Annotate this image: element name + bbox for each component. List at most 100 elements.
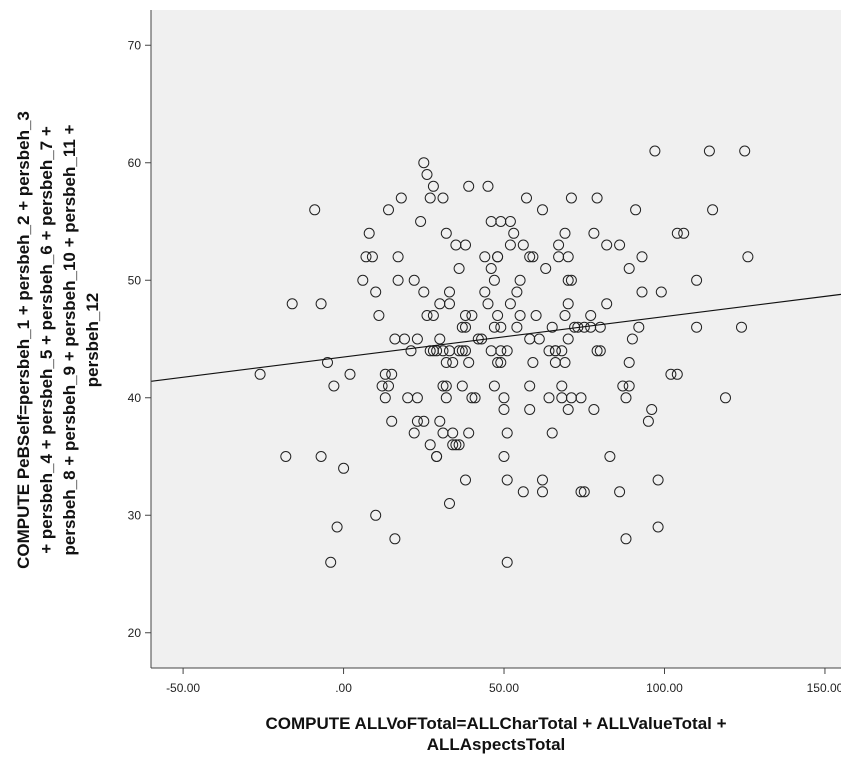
data-point [495, 345, 507, 357]
y-axis-title-line-2: + persbeh_4 + persbeh_5 + persbeh_6 + pe… [37, 126, 56, 554]
data-point [447, 439, 459, 451]
data-point [556, 380, 568, 392]
data-point [437, 380, 449, 392]
data-point [389, 533, 401, 545]
data-point [315, 451, 327, 462]
data-point [411, 392, 423, 404]
data-point [575, 392, 587, 404]
data-point [286, 298, 298, 310]
data-point [280, 451, 292, 462]
data-point [671, 227, 683, 239]
data-point [322, 357, 333, 368]
data-point [434, 333, 446, 345]
data-point [421, 169, 433, 180]
data-point [399, 333, 410, 345]
data-point [736, 321, 747, 333]
x-axis-title-line-2: ALLAspectsTotal [427, 735, 566, 754]
data-point [328, 380, 340, 392]
data-point [514, 310, 526, 321]
data-point [431, 451, 443, 462]
data-point [376, 380, 388, 392]
data-point [636, 251, 648, 263]
data-point [575, 486, 587, 498]
data-point [691, 321, 703, 333]
data-point [315, 298, 327, 310]
data-point [498, 392, 510, 404]
data-point [623, 263, 635, 274]
data-point [440, 392, 452, 404]
data-point [325, 556, 337, 568]
data-point [357, 274, 369, 286]
data-point [370, 286, 382, 298]
data-point [344, 368, 356, 380]
x-tick-label: -50.00 [166, 681, 200, 695]
y-axis-title-line-3: persbeh_8 + persbeh_9 + persbeh_10 + per… [60, 124, 79, 555]
data-point [543, 392, 555, 404]
data-point [623, 380, 635, 392]
data-point [527, 251, 539, 263]
data-point [440, 357, 452, 368]
data-point [742, 251, 754, 263]
data-point [594, 321, 606, 333]
data-point [456, 321, 468, 333]
data-point [655, 286, 667, 298]
y-tick-label: 50 [128, 273, 142, 287]
data-point [395, 192, 407, 204]
data-point [460, 310, 471, 321]
data-point [447, 357, 459, 368]
data-point [591, 192, 603, 204]
data-point [517, 486, 529, 498]
data-point [453, 345, 465, 357]
data-point [383, 204, 394, 216]
data-point [562, 333, 574, 345]
data-point [691, 274, 703, 286]
data-point [601, 298, 613, 310]
data-point [482, 180, 494, 192]
data-point [652, 474, 664, 486]
data-point [501, 556, 513, 568]
data-point [434, 415, 446, 427]
data-point [565, 192, 577, 204]
data-point [463, 357, 475, 368]
data-point [524, 404, 536, 415]
data-point [630, 204, 642, 216]
data-point [562, 251, 574, 263]
data-point [501, 474, 513, 486]
data-point [460, 345, 471, 357]
data-point [556, 345, 568, 357]
data-point [626, 333, 638, 345]
data-point [495, 321, 507, 333]
data-point [392, 274, 404, 286]
data-point [418, 286, 430, 298]
data-point [418, 157, 430, 169]
data-point [386, 415, 398, 427]
data-point [546, 427, 558, 439]
y-axis-ticks: 20 30 40 50 60 70 [128, 38, 151, 640]
data-point [585, 310, 597, 321]
data-point [482, 298, 494, 310]
data-point [386, 368, 398, 380]
data-point [739, 145, 751, 157]
data-point [469, 392, 481, 404]
data-point [460, 321, 471, 333]
data-point [479, 286, 491, 298]
data-point [479, 251, 491, 263]
data-point [588, 404, 600, 415]
data-point [456, 380, 468, 392]
plot-background [151, 10, 841, 668]
y-tick-label: 70 [128, 38, 142, 52]
data-point [501, 345, 513, 357]
data-point [408, 427, 420, 439]
data-point [405, 345, 417, 357]
data-point [309, 204, 321, 216]
data-point [517, 239, 529, 251]
data-point [617, 380, 629, 392]
data-point [370, 509, 382, 521]
data-point [488, 321, 500, 333]
x-tick-label: 50.00 [489, 681, 519, 695]
data-point [504, 298, 516, 310]
y-axis-title-line-4: persbeh_12 [83, 293, 102, 388]
data-point [366, 251, 378, 263]
data-point [466, 310, 478, 321]
